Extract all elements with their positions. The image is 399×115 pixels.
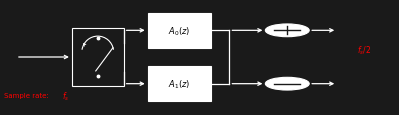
Text: $\mathit{f_s}$: $\mathit{f_s}$: [62, 89, 69, 102]
Bar: [148, 67, 211, 101]
Circle shape: [265, 78, 309, 90]
Circle shape: [265, 25, 309, 37]
Bar: [148, 14, 211, 48]
Text: Sample rate:: Sample rate:: [4, 92, 51, 98]
Text: $A_{1}(z)$: $A_{1}(z)$: [168, 78, 191, 90]
Text: $\mathit{f_s}$$/2$: $\mathit{f_s}$$/2$: [357, 44, 371, 57]
Bar: [72, 29, 124, 86]
Text: $A_{0}(z)$: $A_{0}(z)$: [168, 25, 191, 37]
